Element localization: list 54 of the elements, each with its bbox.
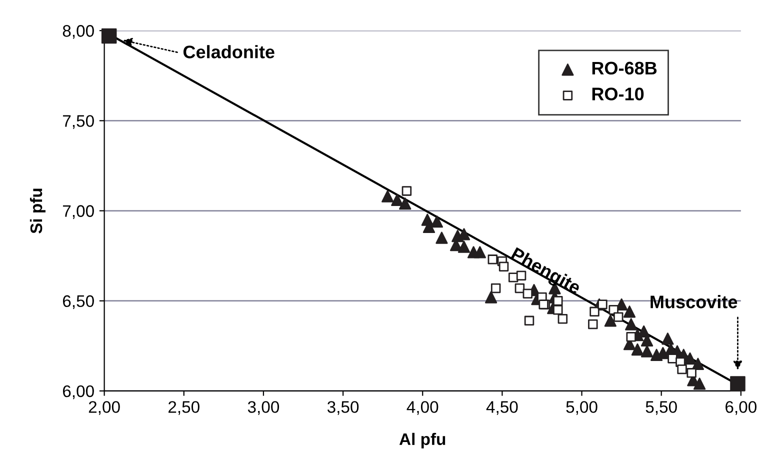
point [590,306,600,317]
point [693,378,706,390]
point [553,296,563,306]
point [436,232,448,244]
point [498,262,509,272]
point [430,216,444,228]
point [553,305,563,315]
point [524,316,534,326]
point [399,197,412,210]
point [623,306,636,318]
legend-label: RO-68B [592,62,657,75]
x-tick-label: 3,50 [327,401,359,415]
point [631,343,644,356]
point [604,314,616,327]
y-tick-label: 6,50 [63,295,94,310]
y-tick-label: 7,50 [63,115,94,129]
point [484,291,498,304]
point [730,376,746,392]
annotation: Muscovite [650,295,738,308]
x-tick-label: 5,00 [566,401,598,415]
x-tick-label: 4,00 [406,401,438,415]
point [686,368,696,378]
point [662,332,674,345]
point [625,318,638,330]
x-tick-label: 3,00 [248,401,280,415]
point [490,283,501,294]
legend-label: RO-10 [592,88,644,100]
point [588,319,598,330]
x-axis-title: Al pfu [399,432,446,448]
point [614,312,624,322]
point [474,246,486,258]
point [684,352,696,365]
point [382,190,394,202]
annotation: Celadonite [183,45,274,58]
x-tick-label: 5,50 [646,401,677,415]
y-tick-label: 6,00 [63,385,94,400]
point [101,28,117,44]
x-tick-label: 2,00 [88,401,120,415]
y-axis-title: Si pfu [30,188,46,234]
point [640,345,654,358]
point [391,194,404,206]
point [598,300,608,310]
y-tick-label: 7,00 [63,205,94,219]
point [458,240,470,253]
x-tick-label: 2,50 [168,401,200,415]
point [558,314,568,324]
point [402,186,412,196]
point [677,364,687,374]
x-tick-label: 4,50 [486,401,518,415]
y-tick-label: 8,00 [62,25,94,39]
point [626,332,636,342]
x-tick-label: 6,00 [726,401,756,415]
point [692,358,704,370]
point [488,254,498,264]
